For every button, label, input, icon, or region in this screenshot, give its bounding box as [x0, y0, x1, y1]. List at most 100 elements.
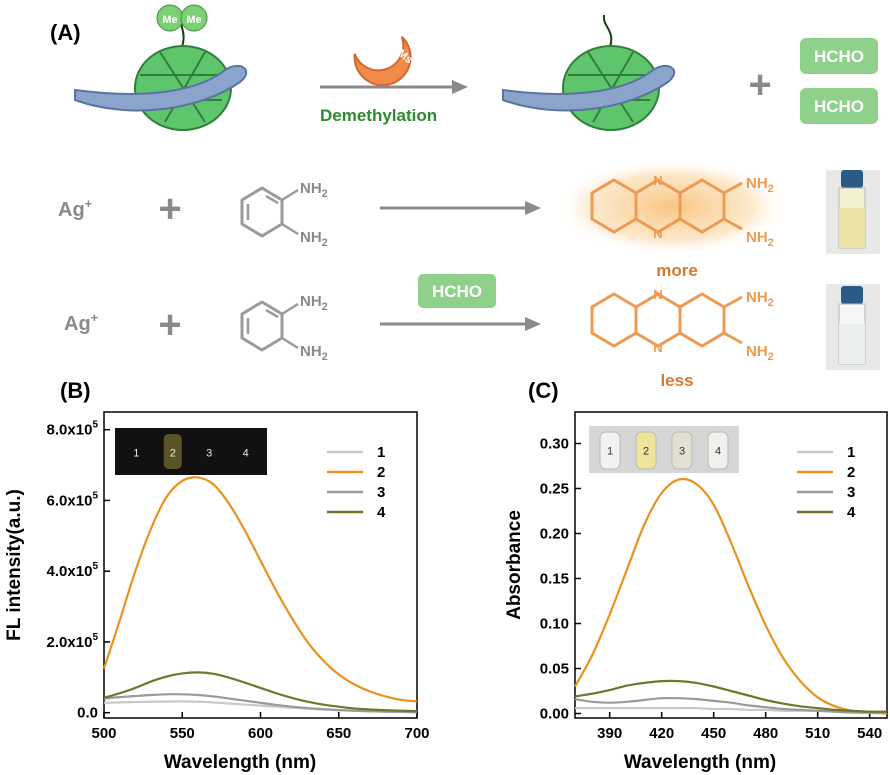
panel-b-label: (B) [60, 378, 91, 403]
nucleosome-demethylated-icon [502, 14, 676, 131]
nitrogen-atom: N [653, 226, 662, 241]
y-tick-label: 0.0 [77, 705, 98, 722]
inset-label: 3 [679, 446, 685, 458]
plot-frame [574, 411, 888, 719]
opd-molecule-icon [240, 186, 299, 238]
nh2-label: NH2 [746, 289, 774, 309]
inset-tube [635, 431, 657, 470]
x-tick-label: 650 [326, 725, 351, 742]
panel-c-label: (C) [528, 378, 559, 403]
inset-label: 1 [607, 446, 613, 458]
vial-clear-icon [826, 284, 880, 370]
inset-tube [671, 431, 693, 470]
me-label: Me [186, 14, 201, 26]
arrow-head [525, 201, 541, 215]
legend-label: 1 [847, 444, 855, 461]
silver-ion-label: Ag+ [58, 196, 93, 221]
y-tick-label: 2.0x105 [47, 632, 99, 651]
plus-sign: + [748, 63, 771, 107]
nucleosome-methylated-icon: Me Me [74, 4, 248, 131]
me-label: Me [162, 14, 177, 26]
absorbance-chart: 390 420 450 480 510 540 0.00 0.05 0.10 0.15 0.20 0.… [540, 411, 888, 742]
y-axis-title: Absorbance [504, 510, 525, 620]
inset-tube [707, 431, 729, 470]
panel-a-label: (A) [50, 20, 81, 45]
hcho-badge [418, 274, 496, 308]
y-tick-label: 0.25 [540, 481, 569, 498]
x-tick-label: 700 [404, 725, 429, 742]
hcho-label: HCHO [814, 47, 864, 66]
x-tick-label: 550 [170, 725, 195, 742]
reaction-scheme: (A) Me Me HDMs Demethylation + HCHO HCHO… [50, 4, 880, 390]
hcho-label: HCHO [432, 282, 482, 301]
inset-tube [599, 431, 621, 470]
legend-label: 3 [847, 484, 855, 501]
arrow-head [452, 80, 468, 94]
inset-photo [115, 428, 267, 475]
y-axis-title: FL intensity(a.u.) [4, 489, 25, 641]
x-tick-label: 420 [649, 725, 674, 742]
x-tick-label: 450 [701, 725, 726, 742]
plus-sign: + [158, 303, 181, 347]
y-tick-label: 6.0x105 [47, 490, 99, 509]
plus-sign: + [158, 187, 181, 231]
y-tick-label: 0.05 [540, 661, 569, 678]
inset-label: 1 [133, 448, 139, 460]
legend-label: 2 [377, 464, 385, 481]
nh2-label: NH2 [746, 175, 774, 195]
legend-label: 4 [847, 504, 856, 521]
dap-molecule-icon [590, 292, 743, 348]
legend-label: 2 [847, 464, 855, 481]
series-line-4 [103, 671, 418, 713]
inset-label: 4 [243, 448, 249, 460]
y-tick-label: 0.20 [540, 526, 569, 543]
fluorescence-chart: 500 550 600 650 700 0.0 2.0x105 4.0x105 6.0x105 8… [47, 411, 430, 742]
nh2-label: NH2 [746, 343, 774, 363]
nitrogen-atom: N [653, 173, 662, 188]
inset-tube [163, 434, 182, 469]
x-axis-title: Wavelength (nm) [624, 752, 776, 773]
inset-label: 2 [643, 446, 649, 458]
x-tick-label: 600 [248, 725, 273, 742]
nh2-label: NH2 [300, 343, 328, 363]
dap-molecule-icon [590, 178, 743, 234]
y-tick-label: 0.10 [540, 616, 569, 633]
x-tick-label: 540 [857, 725, 882, 742]
hcho-badge [800, 38, 878, 74]
inset-label: 4 [715, 446, 721, 458]
more-label: more [656, 261, 698, 280]
series-line-2 [574, 477, 888, 715]
legend-label: 1 [377, 444, 385, 461]
legend-label: 4 [377, 504, 386, 521]
demethylation-label: Demethylation [320, 106, 437, 125]
hcho-badge [800, 88, 878, 124]
series-line-3 [103, 693, 418, 714]
legend-label: 3 [377, 484, 385, 501]
x-tick-label: 480 [753, 725, 778, 742]
arrow-head [525, 317, 541, 331]
y-tick-label: 8.0x105 [47, 420, 99, 439]
silver-ion-label: Ag+ [64, 310, 99, 335]
x-tick-label: 390 [597, 725, 622, 742]
x-tick-label: 500 [91, 725, 116, 742]
nh2-label: NH2 [300, 180, 328, 200]
y-tick-label: 0.00 [540, 706, 569, 723]
series-line-2 [102, 476, 418, 703]
y-tick-label: 0.30 [540, 436, 569, 453]
series-line-3 [574, 696, 887, 714]
less-label: less [660, 371, 693, 390]
y-tick-label: 0.15 [540, 571, 569, 588]
series-line-4 [574, 679, 888, 713]
nh2-label: NH2 [746, 229, 774, 249]
nh2-label: NH2 [300, 293, 328, 313]
x-axis-title: Wavelength (nm) [164, 752, 316, 773]
inset-label: 2 [170, 448, 176, 460]
nh2-label: NH2 [300, 229, 328, 249]
y-tick-label: 4.0x105 [47, 561, 99, 580]
nitrogen-atom: N [653, 340, 662, 355]
inset-label: 3 [206, 448, 212, 460]
vial-yellow-icon [826, 170, 880, 254]
x-tick-label: 510 [805, 725, 830, 742]
opd-molecule-icon [240, 300, 299, 352]
